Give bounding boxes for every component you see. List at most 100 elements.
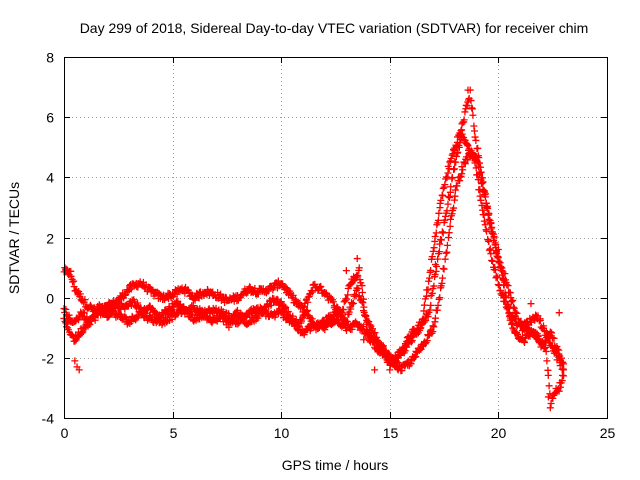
data-point [413,330,421,338]
data-point [549,394,557,402]
data-point [345,308,353,316]
data-point [560,372,568,380]
data-point [429,322,437,330]
data-point [430,282,438,290]
data-point [398,367,406,375]
data-point [437,196,445,204]
data-point [481,221,489,229]
data-point [359,295,367,303]
data-point [456,139,464,147]
data-point [452,152,460,160]
data-point [354,285,362,293]
data-point [470,153,478,161]
data-point [447,154,455,162]
data-point [355,264,363,272]
chart-title: Day 299 of 2018, Sidereal Day-to-day VTE… [80,20,589,36]
data-point [446,222,454,230]
data-point [542,347,550,355]
data-point [468,105,476,113]
data-point [470,152,478,160]
data-point [362,320,370,328]
data-point [289,312,297,320]
data-point [289,291,297,299]
data-point [458,170,466,178]
data-point [431,314,439,322]
data-point [452,158,460,166]
data-point [444,169,452,177]
data-point [494,281,502,289]
data-point [439,229,447,237]
data-point [83,313,91,321]
data-point [434,216,442,224]
data-point [394,358,402,366]
data-point [499,290,507,298]
x-axis-label: GPS time / hours [282,457,389,473]
data-point [121,291,129,299]
data-point [435,248,443,256]
data-point [409,333,417,341]
data-point [353,271,361,279]
data-point [273,295,281,303]
data-point [447,183,455,191]
data-point [308,315,316,323]
data-point [488,223,496,231]
data-point [339,306,347,314]
data-point [379,342,387,350]
data-point [450,204,458,212]
data-point [358,288,366,296]
y-tick-label: 2 [46,231,54,247]
y-tick-label: -2 [42,351,55,367]
data-point [491,239,499,247]
data-point [521,338,529,346]
data-point [76,290,84,298]
x-tick-label: 20 [491,425,507,441]
data-point [560,366,568,374]
data-point [439,192,447,200]
data-point [453,182,461,190]
data-point [431,261,439,269]
data-point [503,305,511,313]
data-point [97,302,105,310]
data-point [424,286,432,294]
data-point [71,357,79,365]
data-point [424,332,432,340]
y-tick-label: 4 [46,170,54,186]
data-point [431,233,439,241]
data-point [80,309,88,317]
data-point [448,174,456,182]
x-tick-label: 10 [274,425,290,441]
data-point [430,323,438,331]
data-point [477,196,485,204]
data-point [427,266,435,274]
data-point [470,127,478,135]
data-point [471,133,479,141]
data-point [67,272,75,280]
x-tick-label: 5 [170,425,178,441]
data-point [436,294,444,302]
data-point [501,270,509,278]
data-point [311,280,319,288]
data-point [540,322,548,330]
data-point [75,366,83,374]
data-point [157,314,165,322]
data-point [92,310,100,318]
data-point [386,366,394,374]
data-point [440,265,448,273]
data-point [423,292,431,300]
data-point [81,296,89,304]
data-point [417,324,425,332]
data-point [434,255,442,263]
data-point [448,151,456,159]
data-point [239,316,247,324]
data-point [472,164,480,172]
data-point [356,276,364,284]
data-point [458,130,466,138]
data-point [542,337,550,345]
data-point [367,334,375,342]
data-point [436,199,444,207]
data-point [167,307,175,315]
data-point [450,165,458,173]
data-point [480,210,488,218]
data-point [508,319,516,327]
data-point [428,289,436,297]
